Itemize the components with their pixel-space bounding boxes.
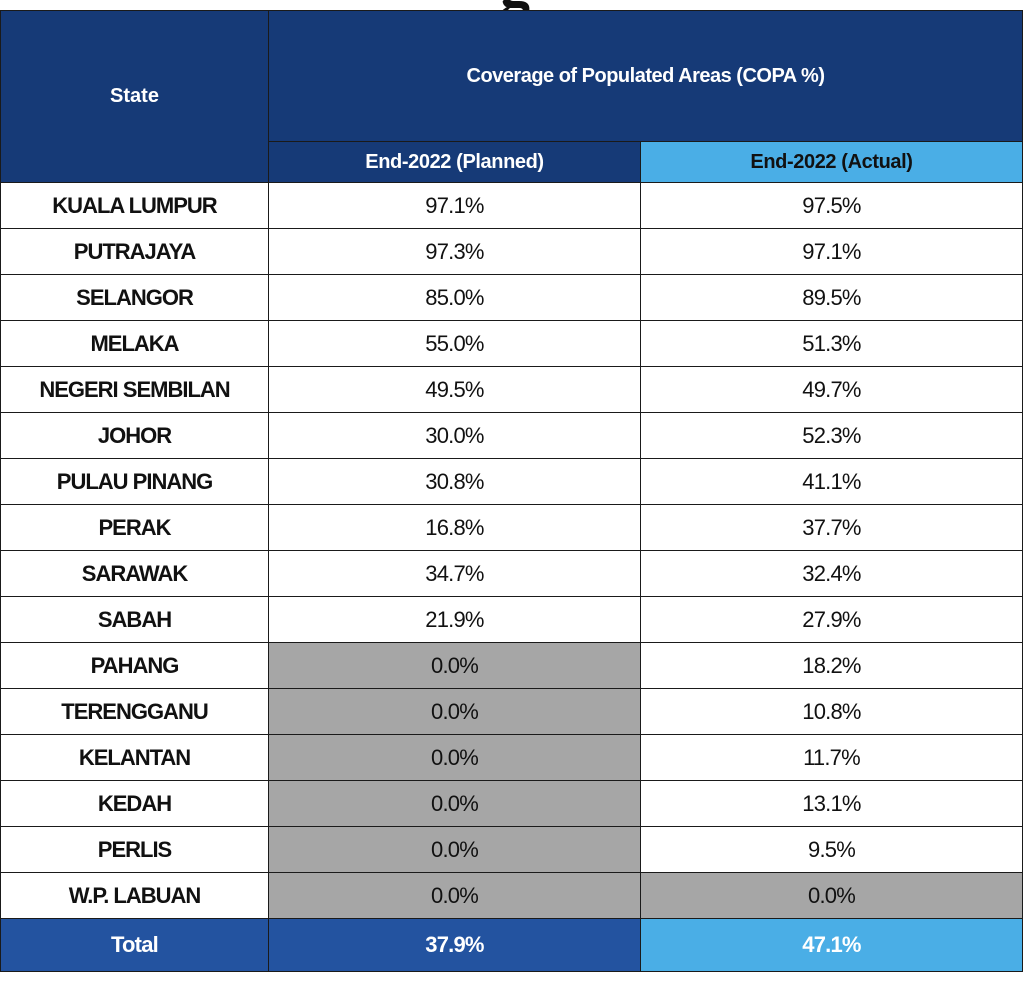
table-row: SELANGOR 85.0% 89.5% [0, 274, 1023, 321]
actual-value-cell: 13.1% [640, 780, 1023, 827]
actual-value-cell: 52.3% [640, 412, 1023, 459]
state-name-cell: PAHANG [0, 642, 269, 689]
actual-value-cell: 18.2% [640, 642, 1023, 689]
planned-value-cell: 0.0% [268, 688, 641, 735]
state-name-cell: PERAK [0, 504, 269, 551]
planned-value-cell: 55.0% [268, 320, 641, 367]
table-row: PUTRAJAYA 97.3% 97.1% [0, 228, 1023, 275]
table-row: KEDAH 0.0% 13.1% [0, 780, 1023, 827]
table-row: SARAWAK 34.7% 32.4% [0, 550, 1023, 597]
state-name-cell: KEDAH [0, 780, 269, 827]
planned-value-cell: 0.0% [268, 734, 641, 781]
actual-value-cell: 10.8% [640, 688, 1023, 735]
state-name-cell: W.P. LABUAN [0, 872, 269, 919]
planned-value-cell: 97.3% [268, 228, 641, 275]
planned-value-cell: 97.1% [268, 182, 641, 229]
planned-value-cell: 30.8% [268, 458, 641, 505]
actual-value-cell: 0.0% [640, 872, 1023, 919]
state-header: State [0, 10, 269, 183]
table-row: JOHOR 30.0% 52.3% [0, 412, 1023, 459]
total-planned-value: 37.9% [268, 918, 641, 972]
state-name-cell: PERLIS [0, 826, 269, 873]
state-name-cell: SARAWAK [0, 550, 269, 597]
planned-value-cell: 0.0% [268, 642, 641, 689]
table-row: MELAKA 55.0% 51.3% [0, 320, 1023, 367]
actual-value-cell: 37.7% [640, 504, 1023, 551]
state-name-cell: TERENGGANU [0, 688, 269, 735]
state-name-cell: SELANGOR [0, 274, 269, 321]
copa-group-header: Coverage of Populated Areas (COPA %) [268, 10, 1023, 142]
state-name-cell: MELAKA [0, 320, 269, 367]
planned-value-cell: 16.8% [268, 504, 641, 551]
table-body: KUALA LUMPUR 97.1% 97.5% PUTRAJAYA 97.3% 97.1… [0, 182, 1023, 919]
planned-value-cell: 34.7% [268, 550, 641, 597]
actual-value-cell: 27.9% [640, 596, 1023, 643]
table-row: PERAK 16.8% 37.7% [0, 504, 1023, 551]
table-row: KELANTAN 0.0% 11.7% [0, 734, 1023, 781]
actual-value-cell: 41.1% [640, 458, 1023, 505]
actual-value-cell: 9.5% [640, 826, 1023, 873]
table-row: PAHANG 0.0% 18.2% [0, 642, 1023, 689]
planned-value-cell: 0.0% [268, 872, 641, 919]
state-name-cell: SABAH [0, 596, 269, 643]
planned-value-cell: 85.0% [268, 274, 641, 321]
planned-value-cell: 0.0% [268, 826, 641, 873]
planned-header: End-2022 (Planned) [268, 141, 641, 183]
state-name-cell: KUALA LUMPUR [0, 182, 269, 229]
state-name-cell: NEGERI SEMBILAN [0, 366, 269, 413]
actual-value-cell: 32.4% [640, 550, 1023, 597]
planned-value-cell: 0.0% [268, 780, 641, 827]
table-row: KUALA LUMPUR 97.1% 97.5% [0, 182, 1023, 229]
table-row: NEGERI SEMBILAN 49.5% 49.7% [0, 366, 1023, 413]
state-name-cell: PUTRAJAYA [0, 228, 269, 275]
total-label: Total [0, 918, 269, 972]
planned-value-cell: 49.5% [268, 366, 641, 413]
table-row: PULAU PINANG 30.8% 41.1% [0, 458, 1023, 505]
state-name-cell: KELANTAN [0, 734, 269, 781]
header-row: State Coverage of Populated Areas (COPA … [0, 10, 1023, 183]
planned-value-cell: 30.0% [268, 412, 641, 459]
total-actual-value: 47.1% [640, 918, 1023, 972]
actual-header: End-2022 (Actual) [640, 141, 1023, 183]
planned-value-cell: 21.9% [268, 596, 641, 643]
actual-value-cell: 97.5% [640, 182, 1023, 229]
table-row: W.P. LABUAN 0.0% 0.0% [0, 872, 1023, 919]
copa-table: State Coverage of Populated Areas (COPA … [0, 10, 1023, 972]
table-row: PERLIS 0.0% 9.5% [0, 826, 1023, 873]
actual-value-cell: 89.5% [640, 274, 1023, 321]
subheader-row: End-2022 (Planned) End-2022 (Actual) [1, 141, 1023, 183]
state-name-cell: JOHOR [0, 412, 269, 459]
total-row: Total 37.9% 47.1% [0, 918, 1023, 972]
state-name-cell: PULAU PINANG [0, 458, 269, 505]
actual-value-cell: 11.7% [640, 734, 1023, 781]
actual-value-cell: 49.7% [640, 366, 1023, 413]
actual-value-cell: 51.3% [640, 320, 1023, 367]
table-row: SABAH 21.9% 27.9% [0, 596, 1023, 643]
actual-value-cell: 97.1% [640, 228, 1023, 275]
table-row: TERENGGANU 0.0% 10.8% [0, 688, 1023, 735]
